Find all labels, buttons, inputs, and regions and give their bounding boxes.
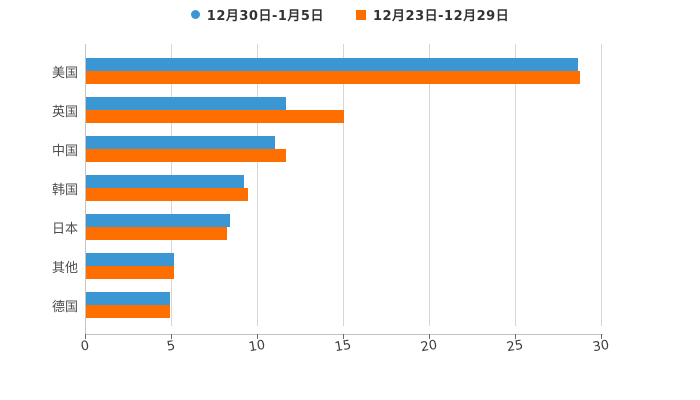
gridline-x-10: [257, 44, 258, 326]
x-axis-tick-25: [515, 334, 516, 339]
gridline-x-15: [343, 44, 344, 326]
bar-12月30日-1月5日-韩国[interactable]: [86, 175, 245, 188]
legend-label-series-1: 12月30日-1月5日: [206, 9, 324, 24]
category-label-1: 美国: [51, 66, 78, 81]
category-label-4: 韩国: [51, 183, 78, 198]
plot-area: [85, 44, 602, 334]
x-axis-tick-label-0: 0: [79, 338, 91, 355]
category-label-6: 其他: [51, 261, 78, 276]
legend-item-series-1[interactable]: 12月30日-1月5日: [190, 5, 324, 24]
bar-12月23日-12月29日-美国[interactable]: [86, 71, 580, 84]
legend-label-series-2: 12月23日-12月29日: [372, 9, 510, 24]
x-axis-tick-5: [171, 334, 172, 339]
x-axis-tick-label-15: 15: [333, 337, 353, 356]
x-axis-tick-label-25: 25: [505, 337, 525, 356]
bar-12月23日-12月29日-德国[interactable]: [86, 305, 171, 318]
bar-12月30日-1月5日-英国[interactable]: [86, 97, 286, 110]
bar-12月23日-12月29日-中国[interactable]: [86, 149, 286, 162]
bar-12月23日-12月29日-韩国[interactable]: [86, 188, 248, 201]
category-label-7: 德国: [51, 300, 78, 315]
x-axis-tick-0: [85, 334, 86, 339]
x-axis-tick-label-10: 10: [247, 337, 267, 356]
x-axis-tick-15: [343, 334, 344, 339]
x-axis-tick-label-20: 20: [419, 337, 439, 356]
x-axis-line: [85, 334, 603, 335]
bar-12月30日-1月5日-美国[interactable]: [86, 58, 578, 71]
category-label-2: 英国: [51, 105, 78, 120]
series-1-circle-marker-icon: [190, 10, 200, 19]
legend: 12月30日-1月5日 12月23日-12月29日: [0, 5, 700, 24]
category-label-5: 日本: [51, 222, 78, 237]
series-2-square-marker-icon: [355, 9, 366, 20]
bar-12月30日-1月5日-日本[interactable]: [86, 214, 231, 227]
gridline-x-20: [429, 44, 430, 326]
bar-12月30日-1月5日-德国[interactable]: [86, 292, 171, 305]
legend-item-series-2[interactable]: 12月23日-12月29日: [355, 5, 510, 24]
bar-12月23日-12月29日-日本[interactable]: [86, 227, 228, 240]
bar-12月30日-1月5日-中国[interactable]: [86, 136, 276, 149]
gridline-x-30: [601, 44, 602, 326]
bar-12月30日-1月5日-其他[interactable]: [86, 253, 174, 266]
x-axis-tick-label-5: 5: [165, 338, 177, 355]
x-axis-tick-label-30: 30: [591, 337, 611, 356]
bar-12月23日-12月29日-英国[interactable]: [86, 110, 344, 123]
category-label-3: 中国: [51, 144, 78, 159]
x-axis-tick-10: [257, 334, 258, 339]
x-axis-tick-30: [601, 334, 602, 339]
x-axis-tick-20: [429, 334, 430, 339]
bar-12月23日-12月29日-其他[interactable]: [86, 266, 174, 279]
y-axis-line: [85, 44, 86, 334]
gridline-x-25: [515, 44, 516, 326]
